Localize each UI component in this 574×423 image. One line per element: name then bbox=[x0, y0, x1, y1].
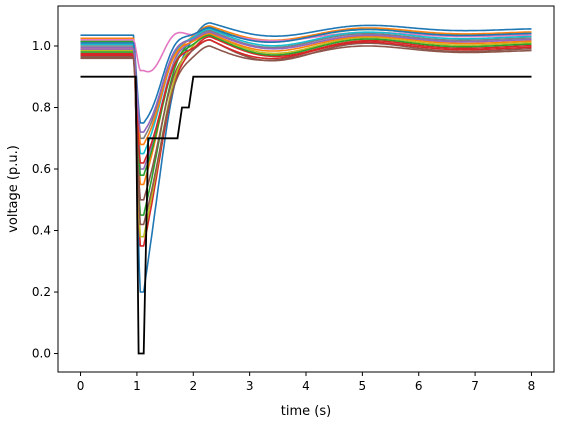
series-line-4 bbox=[80, 36, 532, 247]
y-tick-label: 0.6 bbox=[32, 162, 51, 176]
x-tick-label: 6 bbox=[415, 379, 423, 393]
x-tick-label: 0 bbox=[77, 379, 85, 393]
x-axis-label: time (s) bbox=[281, 404, 331, 419]
y-tick-label: 0.2 bbox=[32, 285, 51, 299]
series-line-12 bbox=[80, 32, 532, 146]
series-line-10 bbox=[80, 28, 532, 155]
series-line-13 bbox=[80, 34, 532, 176]
x-tick-label: 1 bbox=[133, 379, 141, 393]
x-tick-label: 3 bbox=[246, 379, 254, 393]
x-tick-label: 8 bbox=[528, 379, 536, 393]
y-tick-label: 0.0 bbox=[32, 347, 51, 361]
series-line-15 bbox=[80, 31, 532, 133]
x-tick-label: 4 bbox=[302, 379, 310, 393]
y-axis-label: voltage (p.u.) bbox=[6, 145, 21, 233]
plot-area bbox=[80, 22, 532, 355]
x-axis-ticks: 0 1 2 3 4 5 6 7 8 bbox=[77, 372, 536, 393]
series-line-1 bbox=[80, 22, 532, 293]
series-line-14 bbox=[80, 39, 532, 164]
y-axis-ticks: 0.0 0.2 0.4 0.6 0.8 1.0 bbox=[32, 39, 58, 361]
series-line-8 bbox=[80, 29, 532, 140]
y-tick-label: 0.8 bbox=[32, 100, 51, 114]
x-tick-label: 7 bbox=[471, 379, 479, 393]
x-tick-label: 5 bbox=[359, 379, 367, 393]
series-line-16 bbox=[80, 45, 532, 226]
y-tick-label: 1.0 bbox=[32, 39, 51, 53]
series-line-11 bbox=[80, 26, 532, 124]
x-tick-label: 2 bbox=[189, 379, 197, 393]
threshold-line bbox=[80, 75, 532, 355]
y-tick-label: 0.4 bbox=[32, 224, 51, 238]
